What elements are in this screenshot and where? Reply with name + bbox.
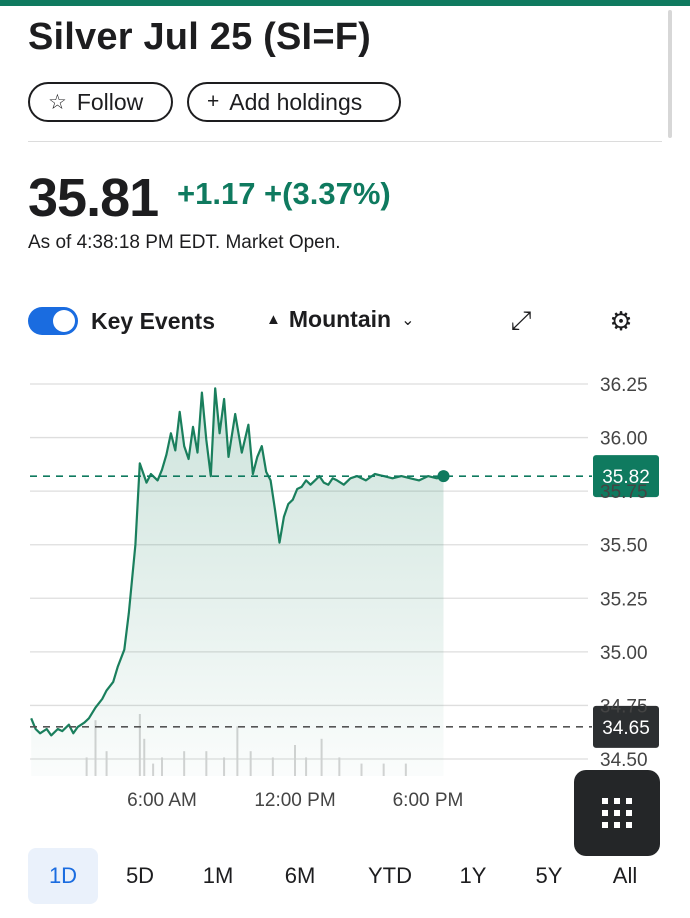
expand-icon[interactable]: ⤢ — [510, 305, 532, 335]
grid-dot — [626, 822, 632, 828]
x-tick-label: 6:00 AM — [127, 790, 197, 811]
add-holdings-label: Add holdings — [229, 88, 363, 115]
range-5d[interactable]: 5D — [125, 863, 155, 888]
key-events-toggle[interactable] — [28, 307, 78, 335]
grid-dot — [602, 798, 608, 804]
grid-dot — [626, 810, 632, 816]
previous-close-tag-label: 34.65 — [602, 718, 650, 739]
mountain-icon: ▲ — [266, 311, 281, 328]
range-ytd[interactable]: YTD — [368, 863, 412, 888]
grid-dot — [602, 822, 608, 828]
add-holdings-button[interactable]: + Add holdings — [187, 82, 401, 122]
star-icon: ☆ — [48, 90, 67, 114]
range-1y[interactable]: 1Y — [459, 863, 487, 888]
apps-grid-button[interactable] — [574, 770, 660, 856]
header-divider — [28, 141, 662, 142]
range-selector: 1D 5D 1M 6M YTD 1Y 5Y All — [0, 848, 690, 904]
top-accent-bar — [0, 0, 690, 6]
y-tick-label: 36.25 — [600, 375, 648, 396]
price-line — [30, 387, 444, 737]
chevron-down-icon: ⌄ — [401, 311, 415, 329]
range-1d[interactable]: 1D — [28, 848, 98, 904]
current-price-tag — [593, 455, 659, 498]
plus-icon: + — [207, 90, 220, 113]
range-6m[interactable]: 6M — [284, 863, 316, 888]
grid-dot — [614, 822, 620, 828]
price-area — [31, 388, 444, 776]
price-change: +1.17 +(3.37%) — [177, 176, 391, 211]
previous-close-tag — [593, 705, 659, 748]
follow-button[interactable]: ☆ Follow — [28, 82, 173, 122]
price-chart[interactable]: 35.82 34.65 36.25 36.00 35.75 35.50 35.25 35.0… — [0, 360, 690, 820]
y-tick-label: 35.25 — [600, 589, 648, 610]
y-tick-label: 36.00 — [600, 429, 648, 450]
range-1m[interactable]: 1M — [202, 863, 234, 888]
toggle-knob — [53, 310, 75, 332]
settings-icon[interactable]: ⚙ — [609, 305, 633, 336]
grid-dot — [614, 810, 620, 816]
current-price-tag-label: 35.82 — [602, 467, 650, 488]
range-all[interactable]: All — [612, 863, 638, 888]
x-tick-label: 12:00 PM — [254, 790, 335, 811]
follow-label: Follow — [76, 88, 144, 115]
scrollbar[interactable] — [668, 10, 672, 138]
chart-type-label: Mountain — [288, 306, 392, 332]
chart-type-dropdown[interactable]: ▲ Mountain ⌄ — [266, 306, 414, 333]
y-tick-label: 35.00 — [600, 643, 648, 664]
as-of-timestamp: As of 4:38:18 PM EDT. Market Open. — [28, 232, 341, 253]
y-tick-label: 34.75 — [600, 696, 648, 717]
page-title: Silver Jul 25 (SI=F) — [28, 16, 371, 58]
y-tick-label: 34.50 — [600, 750, 648, 771]
y-tick-label: 35.75 — [600, 482, 648, 503]
grid-dot — [602, 810, 608, 816]
grid-dot — [626, 798, 632, 804]
y-tick-label: 35.50 — [600, 536, 648, 557]
range-5y[interactable]: 5Y — [535, 863, 563, 888]
grid-dot — [614, 798, 620, 804]
last-price-dot — [437, 470, 450, 483]
current-price: 35.81 — [28, 168, 159, 228]
key-events-label: Key Events — [91, 308, 216, 334]
x-tick-label: 6:00 PM — [393, 790, 464, 811]
